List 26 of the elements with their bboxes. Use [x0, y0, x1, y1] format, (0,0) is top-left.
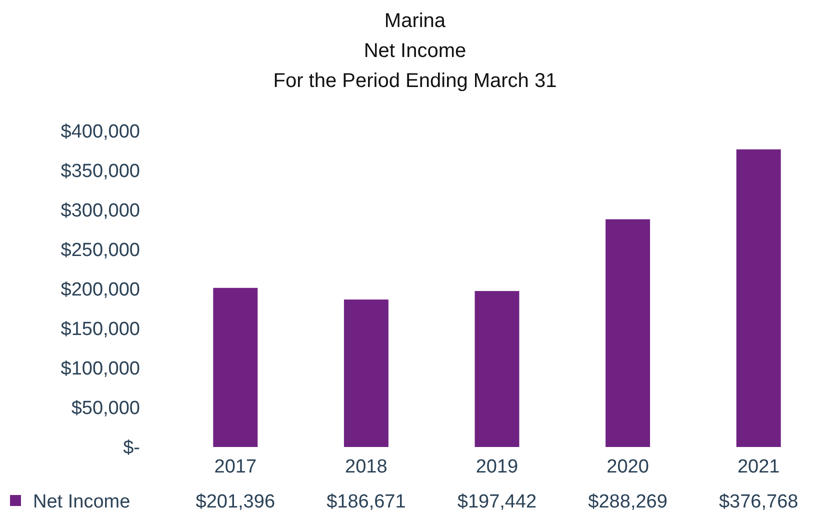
bar — [474, 291, 520, 447]
y-tick-label: $200,000 — [60, 280, 140, 301]
x-tick-label: 2019 — [476, 456, 518, 478]
y-tick-label: $350,000 — [60, 161, 140, 182]
x-tick-label: 2020 — [606, 456, 649, 478]
data-label: $288,269 — [588, 492, 668, 513]
bar — [606, 219, 650, 447]
y-tick-label: $400,000 — [60, 122, 140, 143]
bar — [344, 300, 388, 447]
y-tick-label: $300,000 — [60, 200, 140, 222]
y-tick-label: $50,000 — [71, 398, 140, 420]
data-label: $186,671 — [326, 492, 406, 513]
y-tick-label: $250,000 — [60, 240, 140, 262]
x-tick-label: 2018 — [345, 456, 388, 478]
chart-title: Marina Net Income For the Period Ending March 31 — [273, 10, 557, 92]
legend-label: Net Income — [33, 492, 130, 513]
data-label: $197,442 — [457, 492, 537, 513]
data-label: $376,768 — [718, 492, 798, 513]
y-tick-label: $150,000 — [60, 319, 140, 340]
y-tick-label: $- — [123, 438, 140, 459]
data-label: $201,396 — [196, 492, 276, 513]
bar — [213, 288, 258, 447]
x-tick-label: 2017 — [214, 456, 257, 478]
x-tick-label: 2021 — [737, 456, 780, 478]
bar — [736, 149, 781, 447]
y-tick-label: $100,000 — [60, 358, 140, 380]
